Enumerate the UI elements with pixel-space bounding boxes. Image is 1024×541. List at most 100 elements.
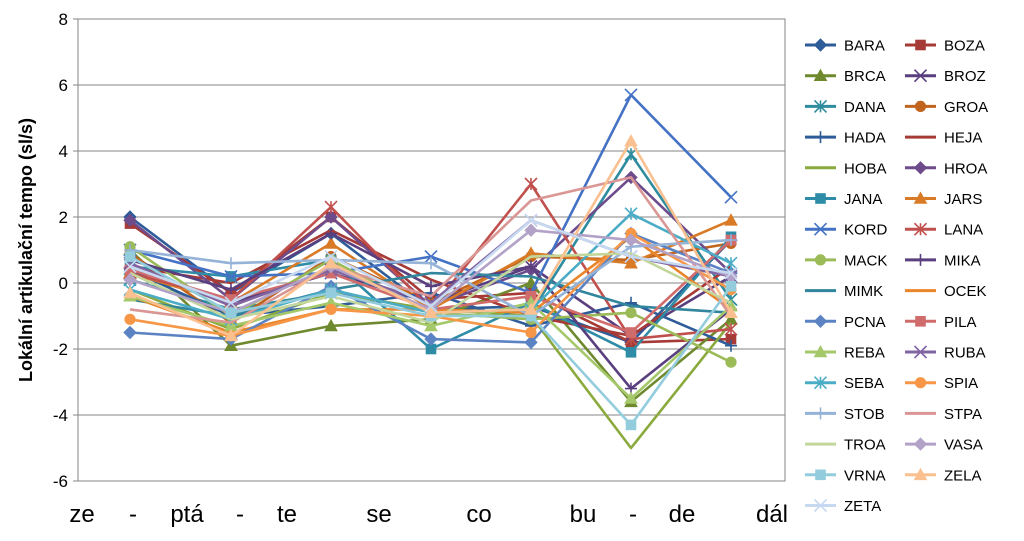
data-point-pcna (123, 325, 137, 340)
data-point-hroa (324, 210, 338, 224)
data-point-kord (424, 250, 438, 264)
legend-item-dana: DANA (805, 99, 886, 116)
data-point-kord (724, 190, 738, 204)
legend-item-seba: SEBA (805, 375, 884, 392)
legend-item-zela: ZELA (905, 467, 982, 484)
data-point-zeta (524, 213, 538, 227)
legend-item-vrna: VRNA (805, 467, 886, 484)
data-point-jana (625, 347, 637, 358)
data-point-kord (624, 88, 638, 102)
legend-item-mika: MIKA (905, 252, 981, 269)
data-point-zela (724, 305, 738, 318)
data-point-zela (524, 302, 538, 315)
legend-item-ocek: OCEK (905, 283, 987, 300)
data-point-mika (425, 280, 437, 293)
data-point-vrna (725, 281, 737, 292)
legend-label: STOB (844, 406, 885, 423)
legend-label: BRCA (844, 68, 886, 85)
legend-label: BOZA (944, 38, 985, 55)
y-tick-label: 2 (59, 208, 68, 227)
data-point-brca (324, 318, 338, 332)
legend-label: HADA (844, 130, 886, 147)
data-point-lana (324, 200, 338, 214)
data-point-zeta (324, 250, 338, 264)
legend-label: REBA (844, 345, 885, 362)
y-tick-label: 4 (59, 142, 68, 161)
legend-label: TROA (844, 437, 886, 454)
legend-item-broz: BROZ (905, 68, 986, 85)
data-point-mika (225, 283, 237, 296)
legend-label: STPA (944, 406, 982, 423)
data-point-vrna (124, 251, 136, 262)
legend-marker (813, 222, 828, 236)
data-point-zeta (424, 299, 438, 313)
data-point-vrna (325, 287, 337, 299)
legend-marker (813, 376, 828, 390)
data-point-zeta (224, 296, 238, 310)
x-tick-label: bu (570, 501, 597, 528)
legend-label: MACK (844, 252, 887, 269)
data-point-pila (625, 327, 637, 338)
legend-marker (813, 498, 828, 513)
legend-marker (914, 253, 927, 266)
x-tick-label: - (236, 501, 244, 528)
legend-item-spia: SPIA (905, 375, 978, 392)
legend-item-lana: LANA (905, 222, 983, 239)
y-tick-label: 0 (59, 274, 68, 293)
legend-label: VASA (944, 437, 983, 454)
legend-label: LANA (944, 222, 983, 239)
plot-area (77, 18, 786, 482)
series-stpa (129, 176, 733, 324)
data-point-zela (424, 305, 438, 318)
legend-item-hoba: HOBA (805, 160, 887, 177)
legend-item-heja: HEJA (905, 130, 982, 147)
legend-label: ZETA (844, 498, 881, 515)
legend-label: BARA (844, 38, 885, 55)
data-point-kord (224, 269, 238, 283)
legend-marker (913, 69, 928, 83)
x-tick-label: te (277, 501, 297, 528)
legend-item-hroa: HROA (905, 160, 987, 177)
legend-label: OCEK (944, 283, 987, 300)
x-tick-label: ptá (170, 501, 204, 528)
legend-item-boza: BOZA (905, 38, 985, 55)
legend-item-stpa: STPA (905, 406, 982, 423)
data-point-pcna (424, 332, 438, 346)
legend-label: HEJA (944, 130, 982, 147)
legend-item-jars: JARS (905, 191, 982, 208)
legend-marker (813, 99, 828, 113)
legend: BARA BOZA BRCA BROZ DANA GROA HADA HEJA HOBA HROA… (805, 38, 988, 515)
data-point-spia (124, 313, 136, 325)
legend-label: MIMK (844, 283, 883, 300)
legend-marker (914, 100, 927, 113)
legend-item-zeta: ZETA (805, 498, 881, 515)
series-line-stpa (129, 176, 733, 324)
data-point-mack (625, 307, 637, 319)
legend-label: DANA (844, 99, 886, 116)
y-axis-label: Lokální artikulační tempo (sl/s) (16, 118, 36, 382)
data-point-stob (225, 257, 237, 270)
data-point-spia (325, 303, 337, 315)
legend-marker (914, 377, 927, 389)
legend-item-kord: KORD (805, 222, 888, 239)
legend-marker (913, 437, 928, 451)
x-tick-label: co (466, 501, 491, 528)
legend-marker (913, 161, 928, 175)
legend-item-reba: REBA (805, 345, 885, 362)
data-point-reba (624, 391, 638, 404)
data-point-pcna (524, 335, 538, 350)
y-tick-label: 6 (59, 76, 68, 95)
x-tick-label: se (366, 501, 391, 528)
data-point-seba (624, 207, 638, 221)
x-tick-label: - (629, 501, 637, 528)
legend-item-pila: PILA (905, 314, 977, 331)
legend-marker (815, 469, 826, 481)
legend-marker (913, 222, 928, 236)
legend-item-ruba: RUBA (905, 345, 986, 362)
legend-label: GROA (944, 99, 988, 116)
y-tick-label: -2 (53, 340, 68, 359)
y-tick-label: -4 (53, 406, 68, 425)
data-point-reba (424, 318, 438, 332)
legend-label: SEBA (844, 375, 884, 392)
